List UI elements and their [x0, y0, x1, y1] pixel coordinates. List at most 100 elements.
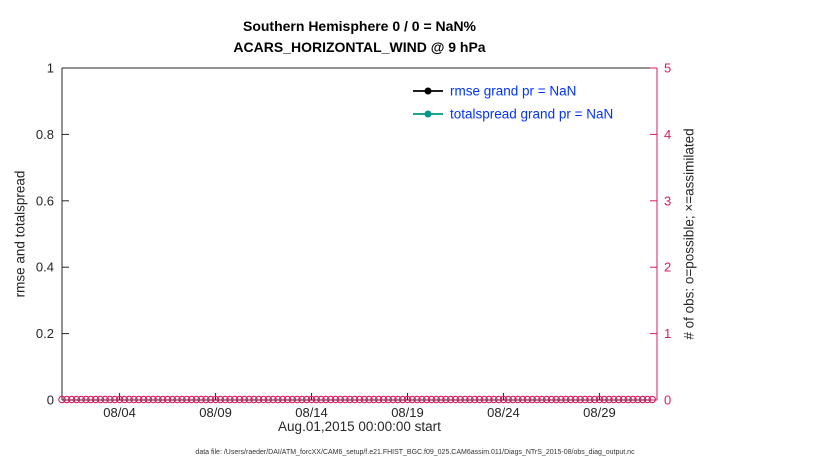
- obs-possible-marker: [504, 395, 512, 404]
- obs-possible-marker: [480, 395, 489, 404]
- obs-possible-marker: [235, 395, 244, 404]
- obs-possible-marker: [101, 395, 109, 404]
- obs-possible-marker: [96, 395, 105, 404]
- legend-marker-rmse: [424, 87, 432, 95]
- obs-possible-marker: [288, 395, 297, 404]
- obs-possible-marker: [63, 395, 71, 404]
- obs-possible-marker: [106, 395, 114, 404]
- obs-possible-marker: [264, 395, 273, 404]
- obs-possible-marker: [389, 395, 397, 404]
- obs-possible-marker: [130, 395, 138, 404]
- obs-possible-marker: [58, 395, 66, 404]
- obs-possible-marker: [278, 395, 287, 404]
- obs-possible-marker: [538, 395, 546, 404]
- obs-possible-marker: [374, 395, 383, 404]
- obs-possible-marker: [437, 395, 445, 404]
- obs-possible-marker: [72, 395, 81, 404]
- chart-title: Southern Hemisphere 0 / 0 = NaN%: [242, 18, 477, 34]
- right-y-tick-label: 1: [664, 326, 671, 341]
- left-y-tick-label: 0.2: [36, 326, 54, 341]
- obs-possible-marker: [499, 395, 508, 404]
- left-y-tick-label: 0.4: [36, 260, 54, 275]
- obs-possible-marker: [427, 395, 436, 404]
- obs-possible-marker: [111, 395, 119, 404]
- obs-possible-marker: [125, 395, 133, 404]
- obs-possible-marker: [298, 395, 306, 404]
- obs-possible-marker: [638, 395, 647, 404]
- obs-possible-marker: [571, 395, 580, 404]
- obs-possible-marker: [398, 395, 407, 404]
- obs-possible-marker: [312, 395, 321, 404]
- obs-possible-marker: [456, 395, 465, 404]
- obs-possible-marker: [494, 395, 503, 404]
- obs-possible-marker: [350, 395, 359, 404]
- obs-possible-marker: [485, 395, 493, 404]
- obs-possible-marker: [202, 395, 210, 404]
- obs-possible-marker: [226, 395, 234, 404]
- obs-possible-marker: [283, 395, 292, 404]
- obs-possible-marker: [302, 395, 311, 404]
- obs-possible-marker: [355, 395, 364, 404]
- obs-possible-marker: [259, 395, 268, 404]
- obs-possible-marker: [274, 395, 282, 404]
- obs-possible-marker: [221, 395, 229, 404]
- obs-possible-marker: [384, 395, 393, 404]
- obs-possible-marker: [605, 395, 613, 404]
- obs-possible-marker: [67, 395, 76, 404]
- obs-possible-marker: [139, 395, 148, 404]
- obs-possible-marker: [418, 395, 426, 404]
- obs-possible-marker: [230, 395, 239, 404]
- x-tick-label: 08/04: [103, 405, 136, 420]
- obs-possible-marker: [245, 395, 253, 404]
- obs-possible-marker: [394, 395, 402, 404]
- obs-possible-marker: [115, 395, 124, 404]
- obs-possible-marker: [254, 395, 263, 404]
- obs-possible-marker: [240, 395, 249, 404]
- obs-possible-marker: [629, 395, 637, 404]
- obs-possible-marker: [82, 395, 90, 404]
- obs-possible-marker: [250, 395, 258, 404]
- left-y-tick-label: 0.6: [36, 193, 54, 208]
- obs-possible-marker: [466, 395, 474, 404]
- obs-possible-marker: [634, 395, 642, 404]
- obs-possible-marker: [178, 395, 186, 404]
- obs-possible-marker: [581, 395, 589, 404]
- x-tick-label: 08/24: [487, 405, 520, 420]
- right-y-tick-label: 4: [664, 127, 671, 142]
- obs-possible-marker: [211, 395, 220, 404]
- legend-marker-totalspread: [424, 110, 432, 118]
- obs-possible-marker: [523, 395, 532, 404]
- left-y-tick-label: 0.8: [36, 127, 54, 142]
- obs-possible-marker: [197, 395, 205, 404]
- obs-possible-marker: [432, 395, 441, 404]
- obs-possible-marker: [293, 395, 301, 404]
- left-y-tick-label: 0: [47, 393, 54, 408]
- obs-possible-marker: [643, 395, 652, 404]
- obs-possible-marker: [77, 395, 85, 404]
- legend-label-totalspread: totalspread grand pr = NaN: [450, 107, 613, 122]
- right-y-tick-label: 2: [664, 260, 671, 275]
- obs-possible-marker: [514, 395, 522, 404]
- obs-possible-marker: [91, 395, 100, 404]
- chart-subtitle: ACARS_HORIZONTAL_WIND @ 9 hPa: [233, 39, 486, 55]
- obs-possible-marker: [379, 395, 388, 404]
- x-tick-label: 08/14: [295, 405, 328, 420]
- obs-possible-marker: [403, 395, 412, 404]
- obs-possible-marker: [187, 395, 196, 404]
- obs-possible-marker: [192, 395, 201, 404]
- obs-possible-marker: [322, 395, 330, 404]
- obs-possible-marker: [216, 395, 225, 404]
- obs-possible-marker: [600, 395, 608, 404]
- obs-possible-marker: [173, 395, 181, 404]
- right-y-tick-label: 0: [664, 393, 671, 408]
- right-y-tick-label: 3: [664, 193, 671, 208]
- obs-possible-marker: [595, 395, 604, 404]
- obs-possible-marker: [413, 395, 421, 404]
- obs-possible-marker: [566, 395, 575, 404]
- obs-possible-marker: [159, 395, 167, 404]
- obs-possible-marker: [509, 395, 517, 404]
- obs-possible-marker: [610, 395, 618, 404]
- obs-possible-marker: [619, 395, 628, 404]
- x-tick-label: 08/19: [391, 405, 424, 420]
- obs-possible-marker: [475, 395, 484, 404]
